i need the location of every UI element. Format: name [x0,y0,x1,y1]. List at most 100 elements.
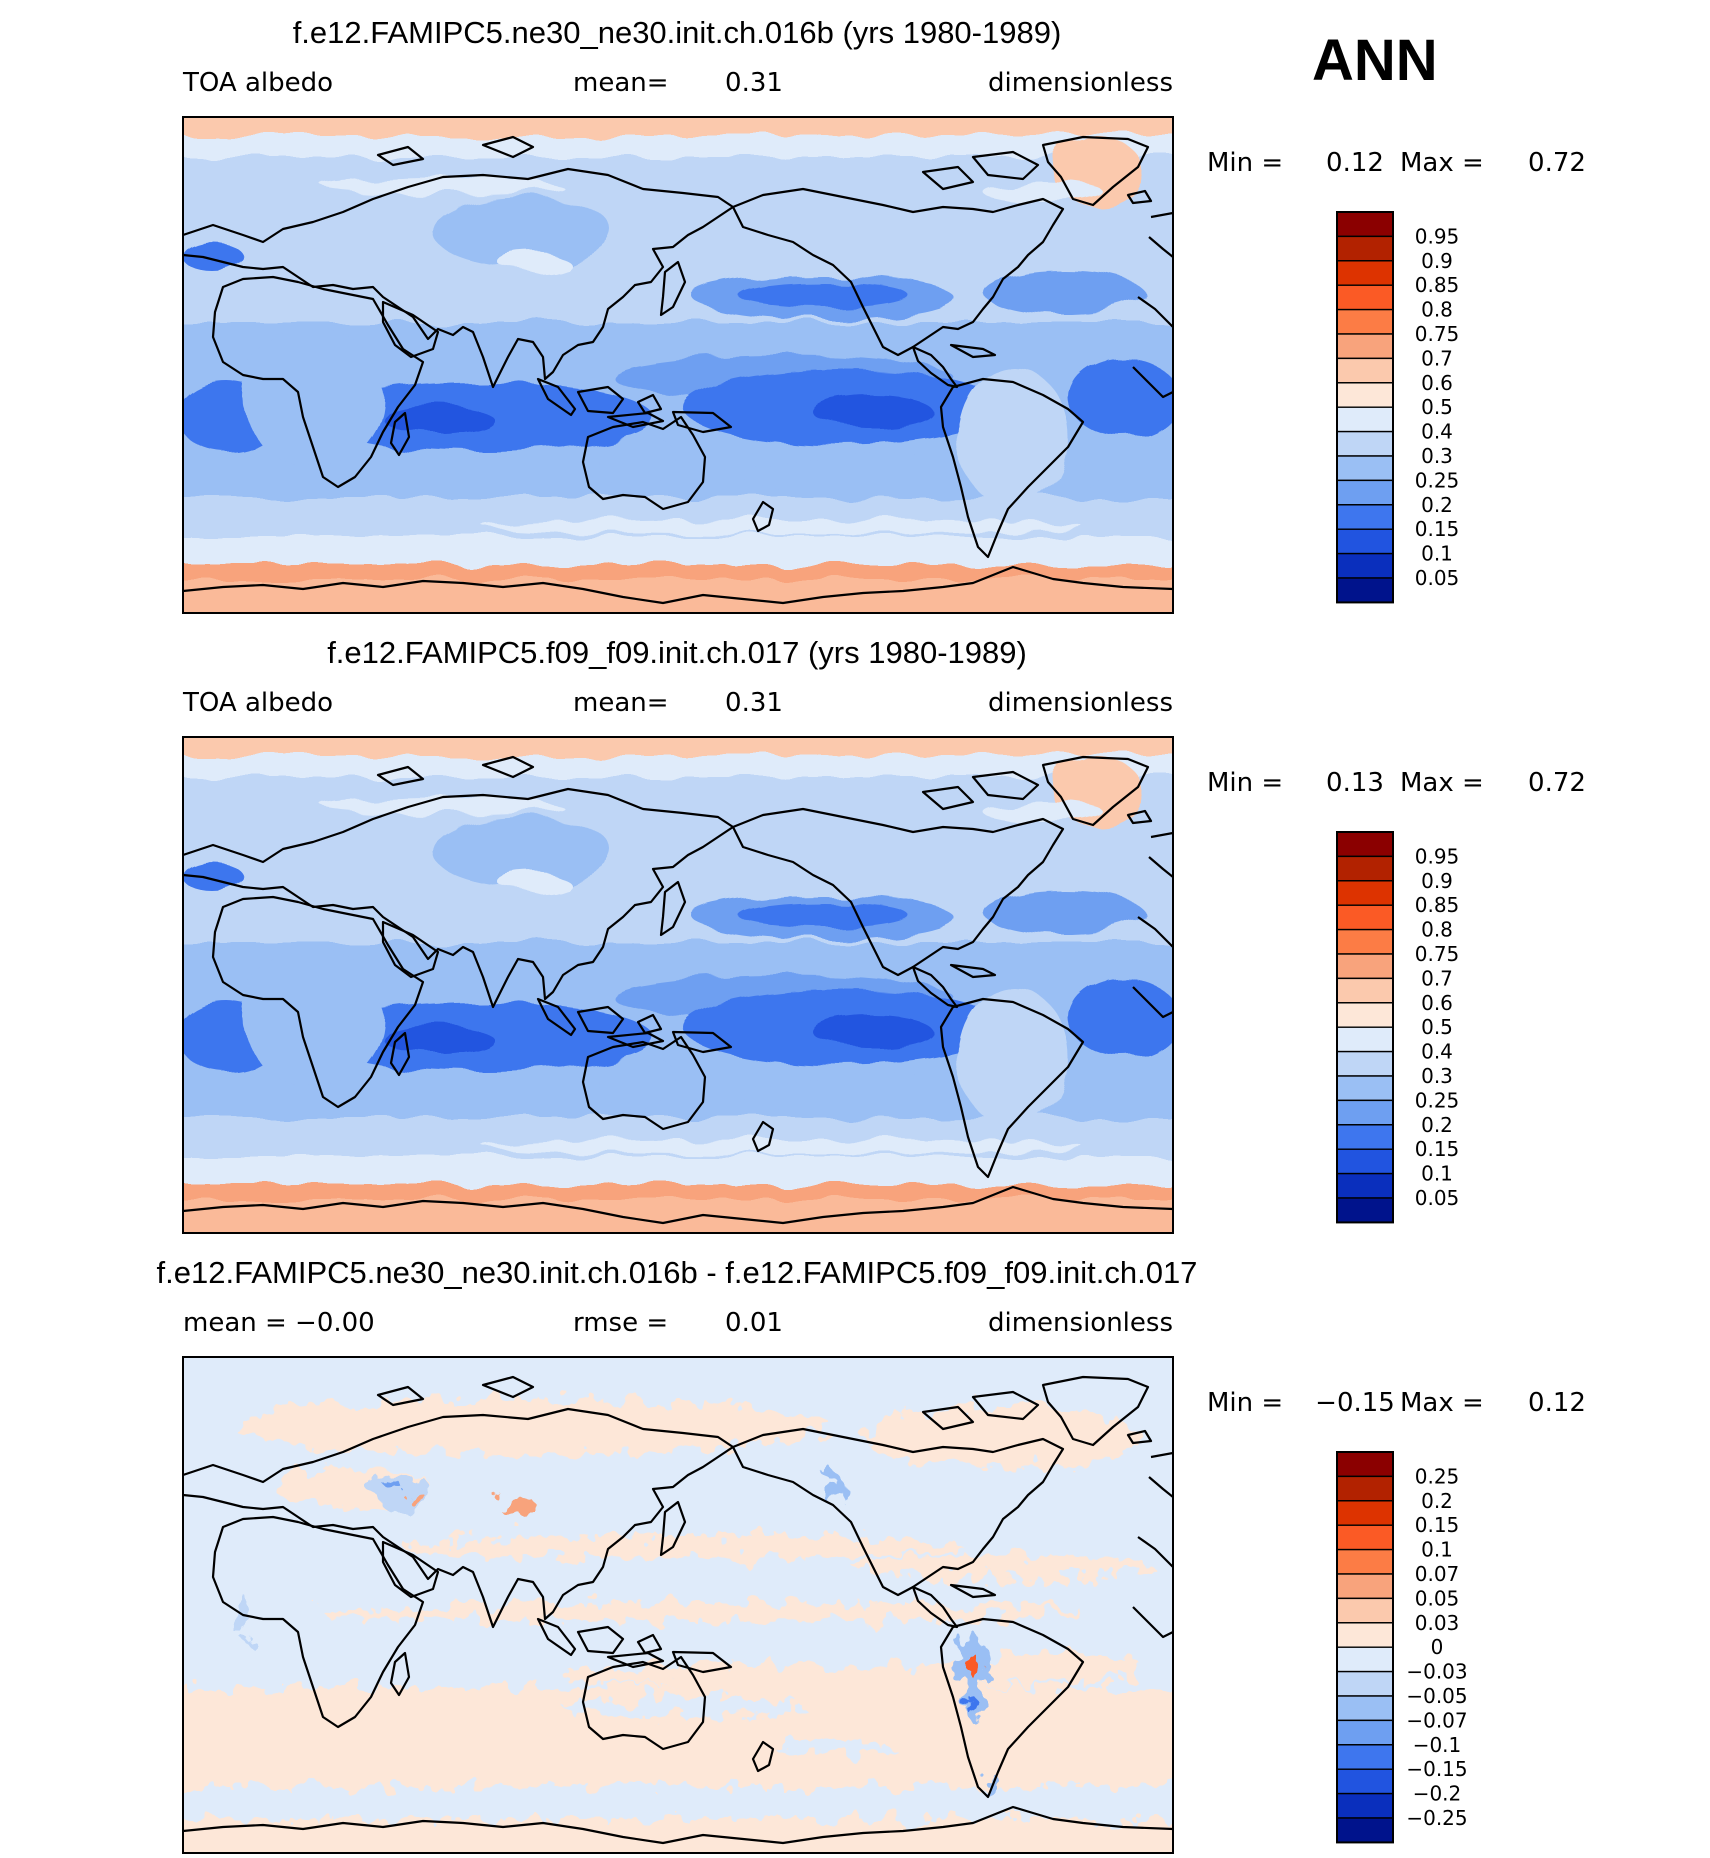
contour-field [163,97,1193,639]
max-value: 0.72 [1528,148,1586,178]
colorbar-tick-label: −0.03 [1406,1660,1467,1684]
panel-left-label: mean = −0.00 [183,1308,375,1338]
colorbar-swatch [1336,880,1394,906]
colorbar-tick-label: 0.4 [1421,1040,1453,1064]
colorbar-swatch [1336,904,1394,931]
colorbar-tick-label: 0.4 [1421,420,1453,444]
colorbar-tick-label: 0.1 [1421,1162,1453,1186]
colorbar-swatch [1336,552,1394,579]
panel-center-value: 0.31 [725,68,783,98]
colorbar-tick-label: 0.9 [1421,249,1453,273]
colorbar-swatch [1336,1573,1394,1600]
map-frame [182,1356,1174,1854]
colorbar-swatch [1336,1026,1394,1053]
colorbar-tick-label: 0.6 [1421,991,1453,1015]
colorbar-swatch [1336,977,1394,1004]
colorbar-swatch [1336,577,1394,604]
colorbar-swatch [1336,1075,1394,1102]
map [163,1337,1193,1858]
colorbar-tick-label: 0.2 [1421,1489,1453,1513]
colorbar-tick-label: 0.8 [1421,298,1453,322]
colorbar-tick-label: 0.05 [1415,1186,1460,1210]
colorbar-swatch [1336,528,1394,555]
colorbar-swatch [1336,1695,1394,1722]
panel-title: f.e12.FAMIPC5.f09_f09.init.ch.017 (yrs 1… [327,635,1027,670]
colorbar-tick-label: −0.25 [1406,1806,1467,1830]
colorbar-tick-label: −0.15 [1406,1757,1467,1781]
colorbar-tick-label: 0.7 [1421,346,1453,370]
panel-2: f.e12.FAMIPC5.f09_f09.init.ch.017 (yrs 1… [182,635,1586,1234]
colorbar-swatch [1336,1548,1394,1575]
map-frame [182,736,1174,1234]
colorbar-swatch [1336,455,1394,482]
colorbar-tick-label: 0 [1431,1635,1444,1659]
colorbar-swatch [1336,1719,1394,1746]
colorbar-swatch [1336,479,1394,506]
colorbar-swatch [1336,1670,1394,1697]
colorbar-tick-label: 0.3 [1421,1064,1453,1088]
colorbar-frame [1336,831,1394,1224]
map-frame [182,116,1174,614]
max-label: Max = [1400,768,1484,798]
colorbar-frame [1336,1451,1394,1844]
colorbar-swatch [1336,1744,1394,1770]
colorbar-tick-label: −0.05 [1406,1684,1467,1708]
panel-right-label: dimensionless [988,688,1173,718]
colorbar-tick-label: 0.05 [1415,1586,1460,1610]
colorbar-swatch [1336,1197,1394,1224]
colorbar-swatch [1336,1524,1394,1551]
contour-field [163,1337,1193,1858]
colorbar-tick-label: 0.7 [1421,966,1453,990]
colorbar-swatch [1336,1622,1394,1648]
colorbar-swatch [1336,333,1394,360]
colorbar-swatch [1336,382,1394,408]
colorbar-swatch [1336,1099,1394,1126]
max-value: 0.12 [1528,1388,1586,1418]
panel-center-value: 0.31 [725,688,783,718]
panel-center-label: mean= [573,688,669,718]
colorbar-tick-label: −0.2 [1413,1782,1462,1806]
colorbar-swatch [1336,953,1394,980]
colorbar-tick-label: 0.07 [1415,1562,1460,1586]
colorbar-tick-label: 0.9 [1421,869,1453,893]
colorbar-swatch [1336,1172,1394,1199]
colorbar-tick-label: 0.1 [1421,1538,1453,1562]
colorbar-frame [1336,211,1394,604]
colorbar: 0.950.90.850.80.750.70.60.50.40.30.250.2… [1336,831,1460,1224]
colorbar-tick-label: 0.2 [1421,1113,1453,1137]
colorbar-tick-label: 0.15 [1415,517,1460,541]
max-value: 0.72 [1528,768,1586,798]
colorbar-swatch [1336,1792,1394,1819]
colorbar-swatch [1336,1475,1394,1502]
panel-left-label: TOA albedo [182,68,333,98]
colorbar-swatch [1336,211,1394,238]
panel-center-label: mean= [573,68,669,98]
colorbar-tick-label: 0.1 [1421,542,1453,566]
panels: f.e12.FAMIPC5.ne30_ne30.init.ch.016b (yr… [157,15,1586,1858]
colorbar-swatch [1336,504,1394,530]
colorbar-tick-label: 0.95 [1415,224,1460,248]
colorbar-tick-label: 0.5 [1421,395,1453,419]
colorbar-tick-label: 0.8 [1421,918,1453,942]
colorbar-swatch [1336,1646,1394,1673]
min-value: 0.12 [1326,148,1384,178]
colorbar-swatch [1336,1148,1394,1175]
map [182,736,1174,1234]
colorbar-tick-label: 0.3 [1421,444,1453,468]
min-value: 0.13 [1326,768,1384,798]
colorbar-swatch [1336,1597,1394,1624]
colorbar-swatch [1336,1002,1394,1028]
colorbar-tick-label: 0.5 [1421,1015,1453,1039]
colorbar: 0.250.20.150.10.070.050.030−0.03−0.05−0.… [1336,1451,1468,1844]
colorbar-swatch [1336,831,1394,858]
map [163,97,1193,639]
colorbar-tick-label: 0.85 [1415,893,1460,917]
colorbar-swatch [1336,1817,1394,1844]
colorbar-tick-label: 0.05 [1415,566,1460,590]
min-label: Min = [1207,1388,1283,1418]
colorbar: 0.950.90.850.80.750.70.60.50.40.30.250.2… [1336,211,1460,604]
max-label: Max = [1400,148,1484,178]
min-value: −0.15 [1315,1388,1395,1418]
colorbar-tick-label: 0.95 [1415,844,1460,868]
